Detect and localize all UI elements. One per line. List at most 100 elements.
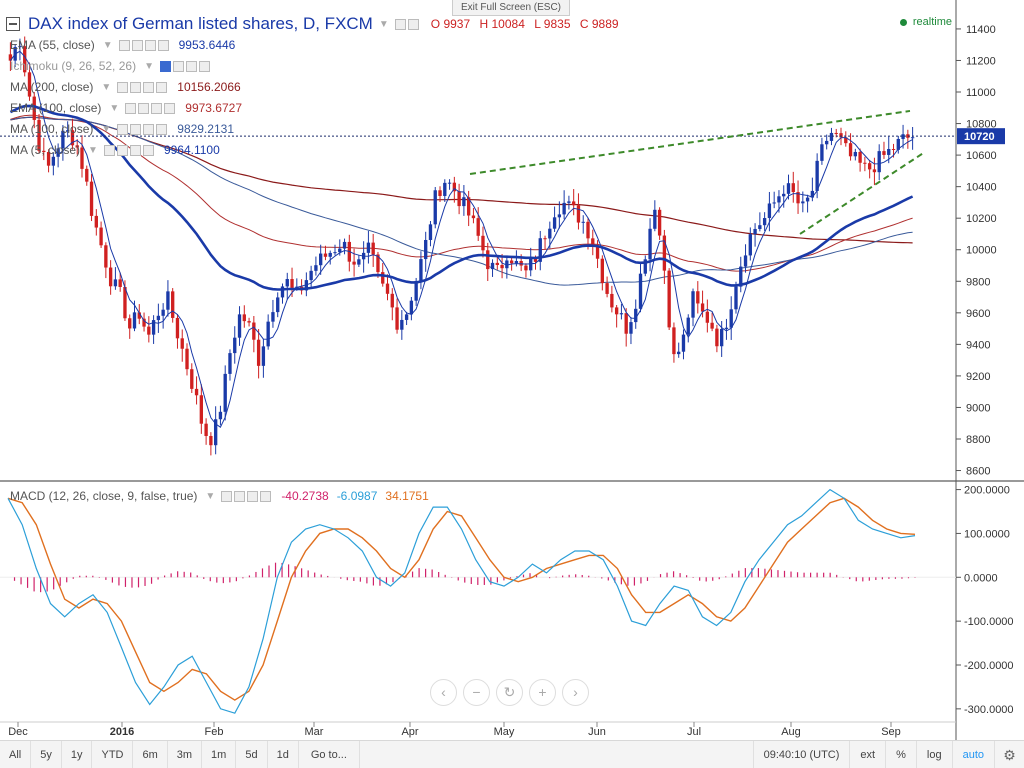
- candle-body: [137, 312, 141, 319]
- gear-icon[interactable]: [131, 39, 143, 51]
- chevron-down-icon[interactable]: ▼: [205, 490, 216, 502]
- plus-icon[interactable]: [151, 102, 163, 114]
- indicator-row-ma100[interactable]: MA (100, close) ▼ 9829.2131: [10, 122, 235, 136]
- reset-button[interactable]: ↻: [496, 679, 523, 706]
- gear-icon[interactable]: [116, 144, 128, 156]
- chevron-down-icon[interactable]: ▼: [378, 18, 389, 30]
- timeframe-all[interactable]: All: [0, 740, 32, 768]
- candle-body: [89, 181, 94, 216]
- wedge-upper-line: [469, 109, 911, 176]
- candle-body: [290, 279, 294, 288]
- log-toggle[interactable]: log: [915, 740, 952, 768]
- scroll-right-button[interactable]: ›: [562, 679, 589, 706]
- indicator-row-ema100[interactable]: EMA (100, close) ▼ 9973.6727: [10, 101, 243, 115]
- candle-body: [667, 270, 671, 328]
- close-icon[interactable]: [142, 144, 154, 156]
- timeframe-5d[interactable]: 5d: [236, 740, 268, 768]
- gear-icon[interactable]: [130, 81, 142, 93]
- macd-legend[interactable]: MACD (12, 26, close, 9, false, true) ▼ -…: [10, 489, 429, 503]
- goto-button[interactable]: Go to...: [299, 740, 360, 768]
- plus-icon[interactable]: [143, 81, 155, 93]
- plus-icon[interactable]: [129, 144, 141, 156]
- timeframe-1m[interactable]: 1m: [202, 740, 237, 768]
- indicator-row-ema55[interactable]: EMA (55, close) ▼ 9953.6446: [10, 38, 236, 52]
- eye-icon[interactable]: [118, 39, 130, 51]
- candle-body: [166, 291, 170, 310]
- timeframe-1y[interactable]: 1y: [62, 740, 93, 768]
- price-tick-label: 10000: [966, 245, 997, 257]
- candle-body: [681, 334, 686, 352]
- candle-body: [910, 137, 915, 139]
- eye-icon[interactable]: [117, 81, 129, 93]
- candle-body: [481, 235, 485, 251]
- candle-body: [572, 201, 576, 206]
- collapse-icon[interactable]: [6, 17, 20, 31]
- chart-area[interactable]: 8600 8800 9000 9200 9400 9600 9800 10000 10200 10…: [0, 0, 1024, 740]
- eye-icon[interactable]: [221, 490, 233, 502]
- timeframe-6m[interactable]: 6m: [133, 740, 168, 768]
- symbol-title[interactable]: DAX index of German listed shares, D, FX…: [28, 14, 373, 33]
- close-icon[interactable]: [157, 39, 169, 51]
- zoom-out-button[interactable]: −: [463, 679, 490, 706]
- macd-tick-label: -100.0000: [964, 616, 1014, 628]
- exit-fullscreen-button[interactable]: Exit Full Screen (ESC): [452, 0, 570, 16]
- zoom-in-button[interactable]: +: [529, 679, 556, 706]
- gear-icon[interactable]: [234, 490, 246, 502]
- gear-icon[interactable]: ⚙: [994, 740, 1024, 768]
- candle-body: [509, 260, 514, 264]
- chevron-down-icon[interactable]: ▼: [109, 102, 120, 114]
- eye-icon[interactable]: [103, 144, 115, 156]
- close-icon[interactable]: [198, 60, 210, 72]
- auto-toggle[interactable]: auto: [951, 740, 994, 768]
- candle-body: [185, 348, 189, 370]
- plus-icon[interactable]: [247, 490, 259, 502]
- price-tick-label: 10200: [966, 213, 997, 225]
- candle-body: [8, 54, 13, 61]
- timeframe-1d[interactable]: 1d: [268, 740, 299, 768]
- close-icon[interactable]: [156, 123, 168, 135]
- chevron-down-icon[interactable]: ▼: [101, 81, 112, 93]
- eye-icon[interactable]: [394, 18, 406, 30]
- chevron-down-icon[interactable]: ▼: [102, 39, 113, 51]
- close-icon[interactable]: [156, 81, 168, 93]
- gear-icon[interactable]: [172, 60, 184, 72]
- timeframe-ytd[interactable]: YTD: [92, 740, 134, 768]
- candle-body: [56, 148, 60, 157]
- price-tick-label: 8600: [966, 466, 990, 478]
- candle-body: [529, 258, 533, 271]
- chevron-down-icon[interactable]: ▼: [144, 60, 154, 72]
- plus-icon[interactable]: [144, 39, 156, 51]
- percent-toggle[interactable]: %: [885, 740, 916, 768]
- indicator-row-ma200[interactable]: MA (200, close) ▼ 10156.2066: [10, 80, 241, 94]
- gear-icon[interactable]: [130, 123, 142, 135]
- chart-svg[interactable]: 8600 8800 9000 9200 9400 9600 9800 10000 10200 10…: [0, 0, 1024, 740]
- eye-icon[interactable]: [125, 102, 137, 114]
- chevron-down-icon[interactable]: ▼: [88, 144, 98, 156]
- eye-icon[interactable]: [117, 123, 129, 135]
- eye-icon[interactable]: [159, 60, 171, 72]
- zoom-controls: ‹ − ↻ + ›: [430, 679, 589, 706]
- timeframe-5y[interactable]: 5y: [31, 740, 62, 768]
- scroll-left-button[interactable]: ‹: [430, 679, 457, 706]
- candle-body: [424, 239, 428, 260]
- gear-icon[interactable]: [407, 18, 419, 30]
- candle-body: [863, 162, 867, 164]
- candle-body: [142, 318, 146, 327]
- close-icon[interactable]: [260, 490, 272, 502]
- plus-icon[interactable]: [185, 60, 197, 72]
- plus-icon[interactable]: [143, 123, 155, 135]
- candle-body: [357, 259, 361, 265]
- candle-body: [161, 309, 165, 316]
- indicator-value: 9973.6727: [185, 101, 243, 115]
- candle-body: [548, 228, 552, 239]
- candle-body: [471, 215, 476, 219]
- candle-body: [476, 218, 480, 236]
- clock-display[interactable]: 09:40:10 (UTC): [752, 740, 850, 768]
- gear-icon[interactable]: [138, 102, 150, 114]
- chevron-down-icon[interactable]: ▼: [101, 123, 112, 135]
- timeframe-3m[interactable]: 3m: [168, 740, 203, 768]
- ext-toggle[interactable]: ext: [849, 740, 885, 768]
- indicator-row-ma5[interactable]: MA (5, close) ▼ 9964.1100: [10, 143, 220, 157]
- indicator-row-ichimoku[interactable]: Ichimoku (9, 26, 52, 26) ▼: [10, 58, 212, 74]
- close-icon[interactable]: [164, 102, 176, 114]
